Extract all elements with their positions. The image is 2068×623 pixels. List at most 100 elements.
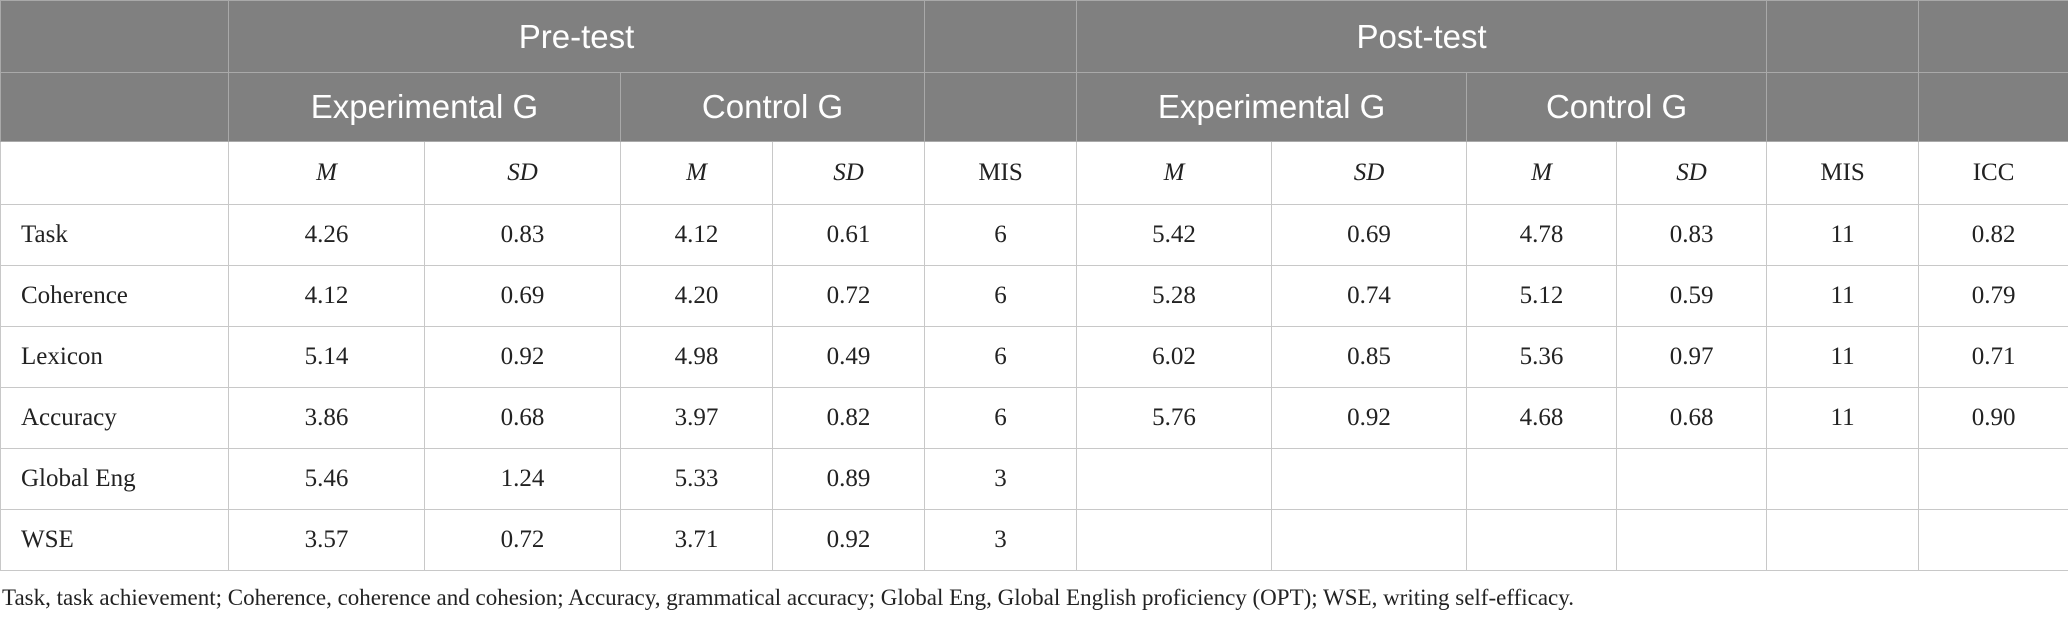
post-mis-cell: 11 [1766, 326, 1920, 388]
pre-ctl-sd-cell: 0.89 [771, 448, 926, 510]
post-ctl-sd-cell [1616, 509, 1768, 571]
pre-test-header: Pre-test [227, 0, 926, 73]
post-exp-mean-cell [1076, 448, 1273, 510]
post-exp-sd-cell [1271, 509, 1468, 571]
row-label: Accuracy [0, 387, 229, 449]
post-ctl-mean-cell [1466, 509, 1618, 571]
pre-exp-mean-cell: 4.26 [228, 204, 425, 266]
pre-ctl-sd-cell: 0.61 [771, 204, 926, 266]
pre-exp-mean-header: M [228, 141, 425, 205]
table-row: Coherence 4.12 0.69 4.20 0.72 6 5.28 0.7… [0, 265, 2068, 327]
pre-exp-sd-cell: 0.83 [424, 204, 621, 266]
post-exp-sd-cell: 0.74 [1271, 265, 1468, 327]
pre-mis-cell: 3 [924, 509, 1078, 571]
icc-cell: 0.79 [1918, 265, 2068, 327]
pre-ctl-sd-cell: 0.72 [771, 265, 926, 327]
post-ctl-sd-cell: 0.68 [1616, 387, 1768, 449]
pre-ctl-mean-cell: 3.97 [620, 387, 773, 449]
stat-corner-cell [0, 141, 229, 205]
post-ctl-mean-cell: 5.36 [1466, 326, 1618, 388]
pre-exp-sd-header: SD [424, 141, 621, 205]
header-corner-cell [0, 72, 229, 142]
post-experimental-group-header: Experimental G [1076, 72, 1468, 142]
post-mis-cell: 11 [1766, 265, 1920, 327]
header-blank-cell [924, 72, 1078, 142]
header-blank-cell [1918, 0, 2068, 73]
pre-ctl-mean-cell: 4.20 [620, 265, 773, 327]
pre-exp-mean-cell: 3.86 [228, 387, 425, 449]
pre-exp-mean-cell: 5.14 [228, 326, 425, 388]
post-mis-cell [1766, 509, 1920, 571]
post-exp-sd-cell: 0.92 [1271, 387, 1468, 449]
icc-cell: 0.82 [1918, 204, 2068, 266]
post-mis-cell: 11 [1766, 204, 1920, 266]
pre-exp-mean-cell: 3.57 [228, 509, 425, 571]
header-row-statistics: M SD M SD MIS M SD M SD MIS ICC [0, 141, 2068, 205]
table-row: Lexicon 5.14 0.92 4.98 0.49 6 6.02 0.85 … [0, 326, 2068, 388]
icc-cell [1918, 509, 2068, 571]
pre-mis-header: MIS [924, 141, 1078, 205]
post-mis-cell: 11 [1766, 387, 1920, 449]
table-row: Task 4.26 0.83 4.12 0.61 6 5.42 0.69 4.7… [0, 204, 2068, 266]
header-corner-cell [0, 0, 229, 73]
post-exp-sd-cell [1271, 448, 1468, 510]
post-ctl-sd-cell: 0.97 [1616, 326, 1768, 388]
pre-ctl-sd-cell: 0.92 [771, 509, 926, 571]
post-exp-mean-header: M [1076, 141, 1273, 205]
post-ctl-sd-cell: 0.83 [1616, 204, 1768, 266]
pre-ctl-sd-header: SD [771, 141, 926, 205]
pre-ctl-mean-cell: 5.33 [620, 448, 773, 510]
post-ctl-mean-header: M [1466, 141, 1618, 205]
post-ctl-sd-header: SD [1616, 141, 1768, 205]
pre-exp-sd-cell: 0.92 [424, 326, 621, 388]
header-row-test-phase: Pre-test Post-test [0, 0, 2068, 73]
header-blank-cell [1766, 0, 1920, 73]
pre-ctl-sd-cell: 0.82 [771, 387, 926, 449]
table-row: Accuracy 3.86 0.68 3.97 0.82 6 5.76 0.92… [0, 387, 2068, 449]
pre-exp-sd-cell: 0.72 [424, 509, 621, 571]
pre-experimental-group-header: Experimental G [228, 72, 621, 142]
pre-exp-mean-cell: 5.46 [228, 448, 425, 510]
post-exp-mean-cell: 6.02 [1076, 326, 1273, 388]
pre-mis-cell: 6 [924, 387, 1078, 449]
post-exp-sd-header: SD [1271, 141, 1468, 205]
table-row: Global Eng 5.46 1.24 5.33 0.89 3 [0, 448, 2068, 510]
post-control-group-header: Control G [1466, 72, 1768, 142]
table-row: WSE 3.57 0.72 3.71 0.92 3 [0, 509, 2068, 571]
icc-header: ICC [1918, 141, 2068, 205]
post-mis-cell [1766, 448, 1920, 510]
header-row-groups: Experimental G Control G Experimental G … [0, 72, 2068, 142]
header-blank-cell [1766, 72, 1920, 142]
post-test-header: Post-test [1076, 0, 1768, 73]
icc-cell: 0.90 [1918, 387, 2068, 449]
results-table: Pre-test Post-test Experimental G Contro… [0, 0, 2068, 571]
post-exp-mean-cell [1076, 509, 1273, 571]
post-ctl-sd-cell [1616, 448, 1768, 510]
row-label: Global Eng [0, 448, 229, 510]
post-ctl-mean-cell: 5.12 [1466, 265, 1618, 327]
post-exp-sd-cell: 0.69 [1271, 204, 1468, 266]
post-ctl-mean-cell: 4.78 [1466, 204, 1618, 266]
pre-ctl-mean-cell: 4.12 [620, 204, 773, 266]
post-ctl-mean-cell [1466, 448, 1618, 510]
pre-ctl-sd-cell: 0.49 [771, 326, 926, 388]
pre-exp-sd-cell: 0.68 [424, 387, 621, 449]
pre-exp-mean-cell: 4.12 [228, 265, 425, 327]
post-exp-mean-cell: 5.76 [1076, 387, 1273, 449]
pre-mis-cell: 6 [924, 326, 1078, 388]
header-blank-cell [924, 0, 1078, 73]
icc-cell [1918, 448, 2068, 510]
pre-mis-cell: 6 [924, 204, 1078, 266]
post-ctl-mean-cell: 4.68 [1466, 387, 1618, 449]
pre-exp-sd-cell: 0.69 [424, 265, 621, 327]
post-mis-header: MIS [1766, 141, 1920, 205]
post-exp-sd-cell: 0.85 [1271, 326, 1468, 388]
pre-ctl-mean-cell: 4.98 [620, 326, 773, 388]
pre-ctl-mean-header: M [620, 141, 773, 205]
row-label: Coherence [0, 265, 229, 327]
pre-ctl-mean-cell: 3.71 [620, 509, 773, 571]
pre-exp-sd-cell: 1.24 [424, 448, 621, 510]
pre-mis-cell: 3 [924, 448, 1078, 510]
post-exp-mean-cell: 5.42 [1076, 204, 1273, 266]
post-ctl-sd-cell: 0.59 [1616, 265, 1768, 327]
